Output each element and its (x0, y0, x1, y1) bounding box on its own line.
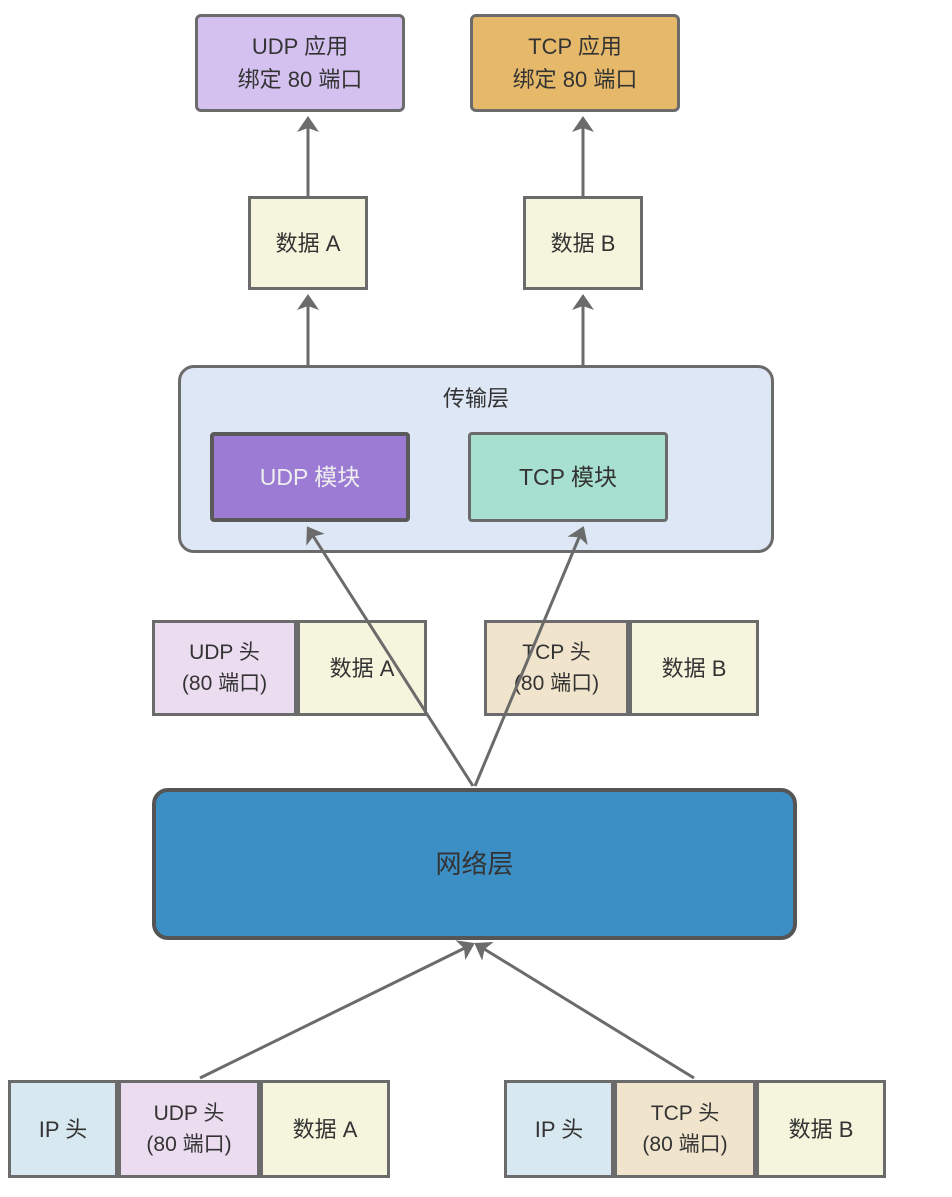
transport-layer-label: 传输层 (181, 382, 771, 415)
tcp-module-box: TCP 模块 (468, 432, 668, 522)
ip-header-left: IP 头 (8, 1080, 118, 1178)
data-b-top: 数据 B (523, 196, 643, 290)
ip-hdr-left-label: IP 头 (39, 1113, 88, 1146)
arrows-layer (0, 0, 952, 1197)
network-layer-label: 网络层 (435, 845, 513, 884)
tcp-hdr-bot-l1: TCP 头 (651, 1102, 719, 1125)
udp-hdr-bot-l2: (80 端口) (146, 1133, 231, 1156)
data-a-mid-label: 数据 A (330, 652, 395, 685)
arrow (476, 944, 694, 1078)
ip-hdr-right-label: IP 头 (535, 1113, 584, 1146)
data-b-top-label: 数据 B (551, 227, 616, 260)
tcp-hdr-mid-l2: (80 端口) (514, 672, 599, 695)
ip-header-right: IP 头 (504, 1080, 614, 1178)
udp-hdr-mid-l1: UDP 头 (189, 641, 260, 664)
udp-hdr-bot-l1: UDP 头 (154, 1102, 225, 1125)
udp-app-line1: UDP 应用 (252, 34, 348, 59)
data-b-mid-label: 数据 B (662, 652, 727, 685)
udp-header-bottom: UDP 头 (80 端口) (118, 1080, 260, 1178)
udp-app-line2: 绑定 80 端口 (238, 67, 363, 92)
tcp-hdr-bot-l2: (80 端口) (642, 1133, 727, 1156)
tcp-header-bottom: TCP 头 (80 端口) (614, 1080, 756, 1178)
tcp-app-line1: TCP 应用 (528, 34, 622, 59)
tcp-header-mid: TCP 头 (80 端口) (484, 620, 629, 716)
data-a-bottom: 数据 A (260, 1080, 390, 1178)
udp-header-mid: UDP 头 (80 端口) (152, 620, 297, 716)
arrow (200, 944, 473, 1078)
data-a-mid: 数据 A (297, 620, 427, 716)
network-layer-box: 网络层 (152, 788, 797, 940)
data-a-top: 数据 A (248, 196, 368, 290)
tcp-module-label: TCP 模块 (519, 460, 617, 495)
data-b-bottom: 数据 B (756, 1080, 886, 1178)
data-a-bot-label: 数据 A (293, 1113, 358, 1146)
udp-module-box: UDP 模块 (210, 432, 410, 522)
udp-module-label: UDP 模块 (260, 460, 361, 495)
udp-app-box: UDP 应用 绑定 80 端口 (195, 14, 405, 112)
data-a-top-label: 数据 A (276, 227, 341, 260)
tcp-app-line2: 绑定 80 端口 (513, 67, 638, 92)
data-b-bot-label: 数据 B (789, 1113, 854, 1146)
tcp-app-box: TCP 应用 绑定 80 端口 (470, 14, 680, 112)
udp-hdr-mid-l2: (80 端口) (182, 672, 267, 695)
data-b-mid: 数据 B (629, 620, 759, 716)
tcp-hdr-mid-l1: TCP 头 (522, 641, 590, 664)
